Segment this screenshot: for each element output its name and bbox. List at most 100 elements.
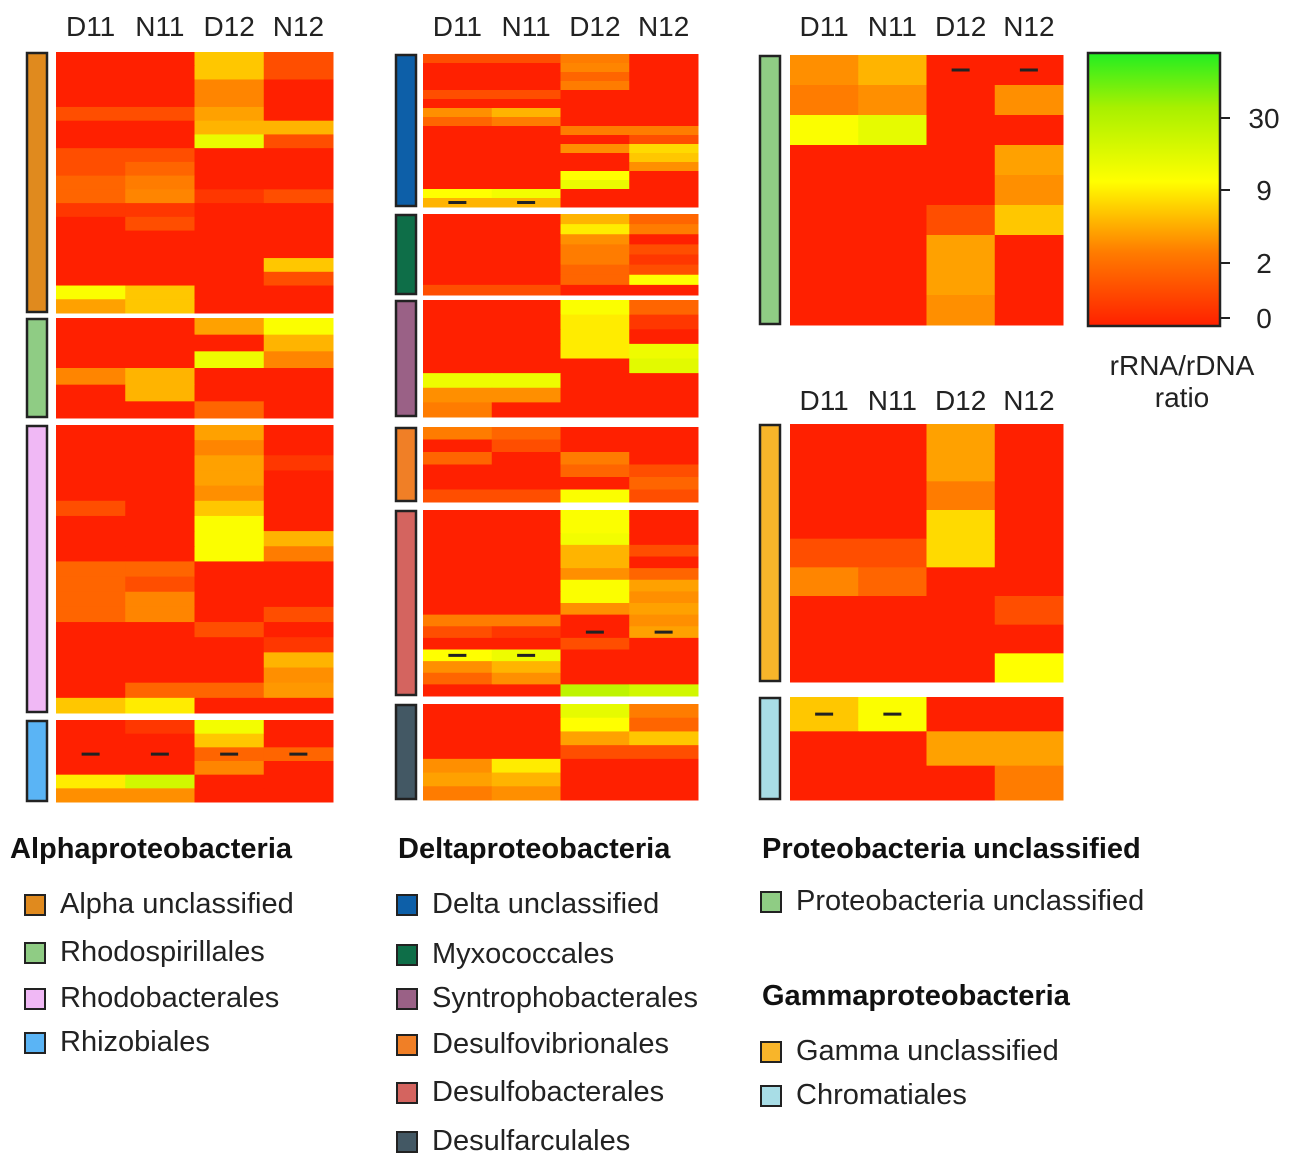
heatmap-cell (560, 264, 630, 276)
heatmap-cell (790, 653, 859, 683)
heatmap-cell (491, 72, 561, 82)
heatmap-cell (56, 351, 126, 369)
heatmap-cell (194, 774, 265, 789)
heatmap-cell (629, 402, 699, 418)
heatmap-cell (560, 402, 630, 418)
heatmap-cell (423, 234, 493, 245)
heatmap-cell (994, 624, 1064, 654)
heatmap-cell (491, 99, 561, 109)
heatmap-cell (56, 720, 126, 735)
heatmap-cell (926, 481, 996, 511)
heatmap-cell (125, 546, 195, 562)
heatmap-cell (560, 329, 630, 345)
heatmap-cell (125, 425, 195, 441)
heatmap-cell (56, 134, 126, 149)
heatmap-cell (491, 603, 561, 616)
heatmap-cell (491, 284, 561, 296)
heatmap-cell (629, 329, 699, 345)
heatmap-cell (491, 162, 561, 172)
heatmap-cell (491, 108, 561, 118)
legend-item: Desulfobacterales (396, 1076, 664, 1109)
heatmap-cell (263, 667, 334, 684)
heatmap-cell (423, 661, 493, 674)
heatmap-cell (560, 477, 630, 490)
heatmap-cell (629, 244, 699, 255)
heatmap-cell (125, 591, 195, 608)
heatmap-cell (125, 120, 195, 135)
heatmap-cell (858, 235, 927, 266)
heatmap-cell (491, 264, 561, 276)
heatmap-cell (491, 464, 561, 478)
heatmap-cell (926, 510, 996, 540)
heatmap-cell (491, 772, 561, 787)
heatmap-cell (56, 425, 126, 441)
heatmap-cell (790, 175, 859, 206)
color-scale-label-line2: ratio (1154, 382, 1210, 413)
heatmap-cell (56, 258, 126, 273)
heatmap-cell (858, 765, 927, 801)
heatmap-cell (194, 334, 265, 352)
legend-label: Myxococcales (432, 938, 615, 970)
heatmap-cell (263, 79, 334, 94)
heatmap-cell (491, 544, 561, 557)
heatmap-cell (194, 271, 265, 287)
column-label: D12 (569, 11, 620, 42)
heatmap-cell (629, 373, 699, 389)
heatmap-cell (263, 761, 334, 776)
heatmap-cell (560, 387, 630, 403)
block-desulfovibrionales (394, 426, 699, 503)
heatmap-cell (858, 85, 927, 116)
heatmap-cell (926, 235, 996, 266)
heatmap-cell (263, 203, 334, 218)
heatmap-cell (423, 614, 493, 627)
heatmap-cell (629, 637, 699, 650)
heatmap-cell (629, 300, 699, 316)
heatmap-cell (629, 579, 699, 592)
heatmap-cell (629, 126, 699, 136)
heatmap-cell (629, 772, 699, 787)
heatmap-cell (194, 285, 265, 300)
heatmap-cell (629, 180, 699, 190)
heatmap-cell (56, 697, 126, 714)
heatmap-cell (560, 704, 630, 719)
heatmap-cell (125, 637, 195, 653)
heatmap-cell (994, 653, 1064, 683)
heatmap-cell (790, 567, 859, 597)
heatmap-cell (560, 786, 630, 801)
group-color-strip (394, 703, 418, 801)
heatmap-cell (629, 439, 699, 453)
heatmap-cell (560, 684, 630, 697)
heatmap-cell (194, 120, 265, 135)
heatmap-cell (790, 205, 859, 236)
heatmap-cell (423, 544, 493, 557)
heatmap-cell (790, 424, 859, 454)
heatmap-cell (56, 500, 126, 517)
heatmap-cell (194, 500, 265, 517)
heatmap-cell (125, 65, 195, 80)
heatmap-cell (560, 214, 630, 225)
column-label: D12 (203, 11, 254, 42)
heatmap-cell (194, 203, 265, 218)
heatmap-cell (125, 318, 195, 336)
heatmap-cell (194, 318, 265, 336)
heatmap-cell (491, 704, 561, 719)
legend-item: Syntrophobacterales (396, 982, 698, 1015)
heatmap-cell (263, 455, 334, 471)
heatmap-cell (56, 106, 126, 122)
heatmap-cell (560, 300, 630, 316)
heatmap-cell (560, 180, 630, 190)
heatmap-cell (560, 144, 630, 154)
heatmap-cell (491, 521, 561, 534)
heatmap-cell (125, 351, 195, 369)
heatmap-cell (629, 603, 699, 616)
heatmap-cell (560, 489, 630, 503)
heatmap-cell (629, 521, 699, 534)
heatmap-cell (994, 235, 1064, 266)
heatmap-cell (423, 772, 493, 787)
heatmap-cell (560, 189, 630, 199)
heatmap-cell (560, 731, 630, 746)
heatmap-cell (560, 603, 630, 616)
heatmap-cell (790, 510, 859, 540)
heatmap-cell (926, 765, 996, 801)
legend-label: Delta unclassified (432, 888, 660, 920)
